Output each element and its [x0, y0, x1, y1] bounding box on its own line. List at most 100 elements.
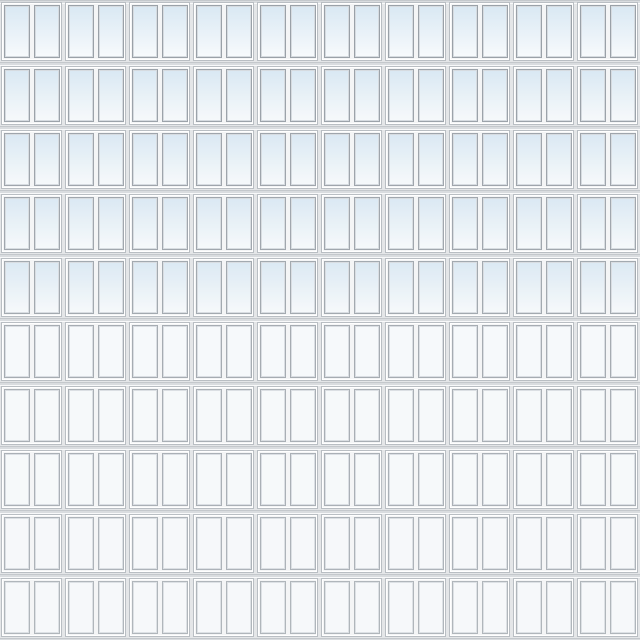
window-pane	[482, 5, 508, 58]
window-pane	[610, 69, 636, 122]
window-unit	[257, 2, 318, 61]
window-unit	[193, 450, 254, 509]
window-pane	[162, 197, 188, 250]
window-unit	[321, 66, 382, 125]
window-pane	[388, 325, 414, 378]
window-pane	[4, 581, 30, 634]
window-pane	[34, 5, 60, 58]
window-pane	[4, 133, 30, 186]
window-unit	[257, 450, 318, 509]
window-pane	[580, 389, 606, 442]
window-unit	[65, 322, 126, 381]
window-pane	[290, 133, 316, 186]
window-unit	[1, 322, 62, 381]
window-pane	[610, 389, 636, 442]
window-pane	[196, 325, 222, 378]
window-pane	[354, 389, 380, 442]
window-pane	[4, 517, 30, 570]
floor-spandrel	[0, 574, 640, 578]
window-pane	[34, 453, 60, 506]
window-unit	[65, 514, 126, 573]
window-unit	[577, 514, 638, 573]
window-pane	[418, 581, 444, 634]
window-pane	[482, 453, 508, 506]
window-pane	[516, 389, 542, 442]
window-pane	[546, 69, 572, 122]
window-pane	[418, 453, 444, 506]
window-unit	[577, 450, 638, 509]
window-unit	[449, 2, 510, 61]
window-unit	[65, 450, 126, 509]
window-unit	[385, 258, 446, 317]
window-pane	[4, 197, 30, 250]
window-unit	[1, 578, 62, 637]
window-pane	[546, 5, 572, 58]
window-unit	[193, 386, 254, 445]
window-pane	[98, 133, 124, 186]
window-unit	[193, 194, 254, 253]
window-pane	[162, 325, 188, 378]
window-unit	[129, 322, 190, 381]
window-pane	[132, 133, 158, 186]
window-pane	[516, 5, 542, 58]
window-unit	[577, 322, 638, 381]
window-pane	[324, 197, 350, 250]
window-pane	[132, 261, 158, 314]
window-pane	[290, 581, 316, 634]
window-pane	[290, 389, 316, 442]
window-pane	[388, 133, 414, 186]
window-pane	[260, 261, 286, 314]
floor-spandrel	[0, 0, 640, 4]
window-pane	[418, 261, 444, 314]
window-unit	[513, 130, 574, 189]
window-pane	[98, 325, 124, 378]
window-unit	[257, 194, 318, 253]
window-pane	[610, 581, 636, 634]
floor-spandrel	[0, 446, 640, 450]
window-pane	[324, 389, 350, 442]
window-pane	[482, 389, 508, 442]
window-pane	[98, 197, 124, 250]
window-unit	[129, 194, 190, 253]
window-unit	[321, 386, 382, 445]
window-pane	[388, 517, 414, 570]
window-pane	[98, 517, 124, 570]
window-unit	[321, 258, 382, 317]
window-pane	[226, 197, 252, 250]
floor-spandrel	[0, 254, 640, 258]
window-pane	[546, 389, 572, 442]
window-pane	[324, 261, 350, 314]
window-pane	[418, 389, 444, 442]
window-unit	[449, 258, 510, 317]
floor-spandrel	[0, 510, 640, 514]
window-unit	[193, 578, 254, 637]
window-pane	[290, 453, 316, 506]
window-unit	[257, 578, 318, 637]
window-unit	[257, 514, 318, 573]
window-pane	[546, 261, 572, 314]
window-pane	[580, 453, 606, 506]
window-unit	[65, 194, 126, 253]
window-pane	[132, 5, 158, 58]
window-pane	[610, 325, 636, 378]
window-pane	[132, 197, 158, 250]
window-pane	[68, 261, 94, 314]
floor-spandrel	[0, 382, 640, 386]
window-pane	[324, 325, 350, 378]
window-pane	[482, 261, 508, 314]
window-pane	[162, 5, 188, 58]
window-pane	[452, 5, 478, 58]
window-unit	[385, 130, 446, 189]
window-unit	[129, 514, 190, 573]
window-pane	[354, 581, 380, 634]
window-unit	[449, 578, 510, 637]
window-pane	[546, 133, 572, 186]
window-pane	[516, 325, 542, 378]
window-unit	[385, 66, 446, 125]
window-unit	[193, 322, 254, 381]
window-unit	[257, 258, 318, 317]
window-pane	[516, 133, 542, 186]
window-pane	[516, 581, 542, 634]
window-pane	[452, 453, 478, 506]
window-unit	[577, 386, 638, 445]
